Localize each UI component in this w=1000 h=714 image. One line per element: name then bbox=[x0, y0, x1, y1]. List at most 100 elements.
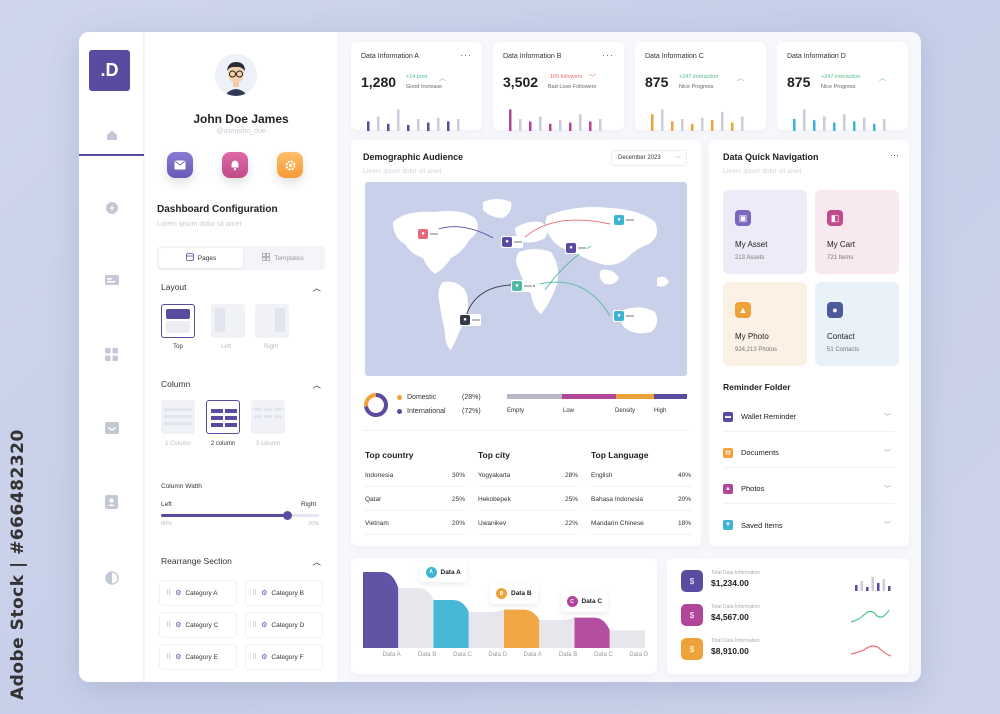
category-item[interactable]: ⠿ ⚙ Category E bbox=[159, 644, 237, 670]
kpi-card-d[interactable]: Data Information D 875 +247 interaction … bbox=[777, 42, 908, 131]
home-icon[interactable] bbox=[79, 116, 144, 156]
category-item[interactable]: ⠿ ⚙ Category F bbox=[245, 644, 323, 670]
inbox-icon[interactable] bbox=[79, 408, 144, 448]
column-label-1: 1 Column bbox=[165, 441, 191, 447]
kpi-card-c[interactable]: Data Information C 875 +247 interaction … bbox=[635, 42, 766, 131]
notification-icon[interactable] bbox=[222, 152, 248, 178]
map-pin[interactable]: ● bbox=[613, 214, 635, 226]
column-option-3[interactable] bbox=[251, 400, 285, 434]
grid-icon[interactable] bbox=[79, 334, 144, 374]
area-segment[interactable] bbox=[504, 609, 540, 648]
total-row[interactable]: $ Total Data Information $4,567.00 bbox=[681, 604, 895, 632]
kpi-card-b[interactable]: Data Information B ··· 3,502 -165 follow… bbox=[493, 42, 624, 131]
column-group-header[interactable]: Column ︿ bbox=[161, 379, 321, 391]
bolt-icon[interactable] bbox=[79, 188, 144, 228]
category-item[interactable]: ⠿ ⚙ Category A bbox=[159, 580, 237, 606]
map-pin[interactable]: ● bbox=[417, 228, 439, 240]
contacts-icon[interactable] bbox=[79, 482, 144, 522]
kpi-bar bbox=[853, 121, 856, 131]
reminder-item[interactable]: ▬ Wallet Reminder ﹀ bbox=[723, 402, 895, 432]
drag-handle-icon[interactable]: ⠿ bbox=[166, 654, 172, 661]
config-title: Dashboard Configuration bbox=[157, 204, 278, 215]
category-item[interactable]: ⠿ ⚙ Category C bbox=[159, 612, 237, 638]
reminder-item[interactable]: ▤ Documents ﹀ bbox=[723, 438, 895, 468]
column-option-1[interactable] bbox=[161, 400, 195, 434]
total-row[interactable]: $ Total Data Information $1,234.00 bbox=[681, 570, 895, 598]
drag-handle-icon[interactable]: ⠿ bbox=[252, 654, 258, 661]
layout-group-header[interactable]: Layout ︿ bbox=[161, 282, 321, 294]
area-segment[interactable] bbox=[363, 572, 399, 648]
tab-pages[interactable]: Pages bbox=[159, 248, 243, 268]
map-pin[interactable]: ● bbox=[511, 280, 533, 292]
map-pin[interactable]: ● bbox=[613, 310, 635, 322]
legend-dot bbox=[397, 409, 402, 414]
layout-option-top[interactable] bbox=[161, 304, 195, 338]
chart-callout[interactable]: C Data C bbox=[560, 591, 609, 612]
density-label: Density bbox=[615, 408, 636, 414]
layout-option-left[interactable] bbox=[211, 304, 245, 338]
config-subtitle: Lorem ipsum dolor sit amet bbox=[157, 221, 242, 228]
slider-handle[interactable] bbox=[283, 511, 293, 520]
theme-icon[interactable] bbox=[79, 558, 144, 598]
settings-icon[interactable] bbox=[277, 152, 303, 178]
kpi-card-a[interactable]: Data Information A ··· 1,280 +14 post ︿ … bbox=[351, 42, 482, 131]
area-segment[interactable] bbox=[539, 617, 575, 648]
mail-icon[interactable] bbox=[167, 152, 193, 178]
chevron-up-icon[interactable]: ︿ bbox=[312, 557, 321, 567]
divider bbox=[363, 430, 689, 431]
chevron-down-icon[interactable]: ﹀ bbox=[884, 522, 891, 529]
chevron-down-icon[interactable]: ﹀ bbox=[884, 449, 891, 457]
drag-handle-icon[interactable]: ⠿ bbox=[252, 590, 258, 597]
layout-option-right[interactable] bbox=[255, 304, 289, 338]
density-segment bbox=[507, 394, 562, 399]
world-map[interactable]: ● ● ● ● ● ● ● bbox=[365, 182, 687, 376]
table-row: Uwanikev 22% bbox=[478, 520, 578, 535]
chart-callout[interactable]: B Data B bbox=[490, 583, 538, 604]
tile-my-photo[interactable]: ▲ My Photo 924,213 Photos bbox=[723, 282, 807, 366]
drag-handle-icon[interactable]: ⠿ bbox=[166, 590, 172, 597]
chevron-down-icon[interactable]: ﹀ bbox=[884, 485, 891, 493]
kpi-title: Data Information D bbox=[787, 53, 846, 60]
kpi-mini-bars bbox=[651, 109, 744, 131]
drag-handle-icon[interactable]: ⠿ bbox=[166, 622, 172, 629]
pin-text-placeholder bbox=[578, 247, 586, 249]
tile-contact[interactable]: ● Contact 51 Contacts bbox=[815, 282, 899, 366]
area-segment[interactable] bbox=[609, 630, 645, 648]
tab-templates[interactable]: Templates bbox=[241, 248, 325, 268]
drag-handle-icon[interactable]: ⠿ bbox=[252, 622, 258, 629]
row-percent: 18% bbox=[677, 520, 691, 527]
pin-text-placeholder bbox=[472, 319, 480, 321]
category-item[interactable]: ⠿ ⚙ Category D bbox=[245, 612, 323, 638]
date-select[interactable]: December 2023 ﹀ bbox=[611, 150, 687, 166]
more-icon[interactable]: ··· bbox=[890, 150, 899, 160]
total-row[interactable]: $ Total Data Information $8,910.00 bbox=[681, 638, 895, 666]
card-icon[interactable] bbox=[79, 260, 144, 300]
chart-callout[interactable]: A Data A bbox=[419, 562, 467, 582]
chevron-down-icon[interactable]: ﹀ bbox=[884, 413, 891, 421]
area-segment[interactable] bbox=[433, 600, 469, 648]
map-pin[interactable]: ● bbox=[459, 314, 481, 326]
map-pin[interactable]: ● bbox=[501, 236, 523, 248]
column-option-2[interactable] bbox=[206, 400, 240, 434]
reminder-item[interactable]: ▲ Photos ﹀ bbox=[723, 474, 895, 504]
app-logo[interactable]: .D bbox=[89, 50, 130, 91]
area-segment[interactable] bbox=[574, 617, 610, 648]
chevron-up-icon[interactable]: ︿ bbox=[312, 380, 321, 390]
map-pin[interactable]: ● bbox=[565, 242, 587, 254]
more-icon[interactable]: ··· bbox=[602, 50, 614, 60]
tile-my-asset[interactable]: ▣ My Asset 213 Assets bbox=[723, 190, 807, 274]
kpi-title: Data Information B bbox=[503, 53, 562, 60]
bookmark-icon: ▼ bbox=[723, 520, 733, 530]
avatar[interactable] bbox=[215, 54, 257, 96]
column-width-slider[interactable] bbox=[161, 511, 319, 520]
rearrange-group-header[interactable]: Rearrange Section ︿ bbox=[161, 556, 321, 568]
reminder-item[interactable]: ▼ Saved Items ﹀ bbox=[723, 510, 895, 540]
density-segment bbox=[561, 394, 617, 399]
area-segment[interactable] bbox=[398, 588, 434, 648]
category-item[interactable]: ⠿ ⚙ Category B bbox=[245, 580, 323, 606]
quick-nav-title: Data Quick Navigation bbox=[723, 152, 819, 162]
tile-my-cart[interactable]: ◧ My Cart 721 Items bbox=[815, 190, 899, 274]
chevron-up-icon[interactable]: ︿ bbox=[312, 283, 321, 293]
area-segment[interactable] bbox=[468, 609, 504, 648]
more-icon[interactable]: ··· bbox=[460, 50, 472, 60]
